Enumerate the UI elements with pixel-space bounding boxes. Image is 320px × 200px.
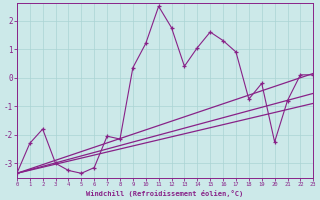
X-axis label: Windchill (Refroidissement éolien,°C): Windchill (Refroidissement éolien,°C): [86, 190, 244, 197]
